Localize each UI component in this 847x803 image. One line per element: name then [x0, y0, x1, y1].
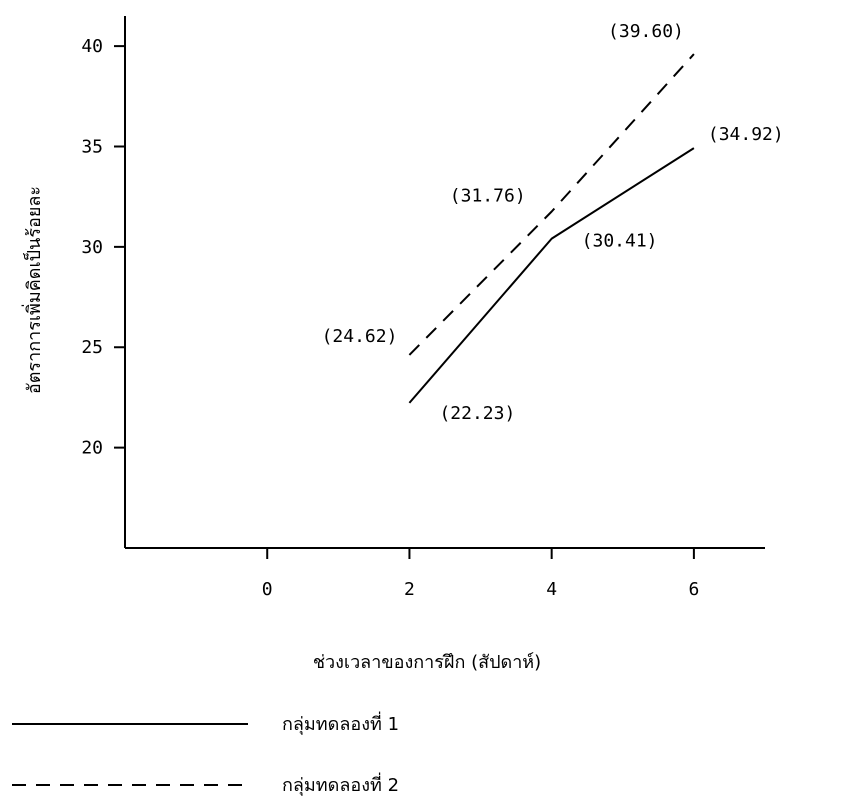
legend-label-series-1: กลุ่มทดลองที่ 1 — [282, 711, 399, 735]
x-tick-label: 2 — [404, 579, 415, 600]
x-axis-title: ช่วงเวลาของการฝึก (สัปดาห์) — [313, 652, 541, 673]
data-label: (22.23) — [439, 403, 515, 424]
x-tick-label: 6 — [688, 579, 699, 600]
y-tick-label: 30 — [81, 237, 103, 258]
data-label: (39.60) — [608, 21, 684, 42]
data-label: (24.62) — [322, 326, 398, 347]
series-layer — [408, 53, 695, 404]
y-axis-ticks: 20 25 30 35 40 — [81, 36, 125, 459]
y-axis-title: อัตราการเพิ่มคิดเป็นร้อยละ — [21, 186, 45, 394]
data-label: (30.41) — [582, 231, 658, 252]
legend: กลุ่มทดลองที่ 1 กลุ่มทดลองที่ 2 — [12, 711, 399, 796]
legend-label-series-2: กลุ่มทดลองที่ 2 — [282, 772, 399, 796]
y-tick-label: 40 — [81, 36, 103, 57]
data-labels: (22.23) (30.41) (34.92) (24.62) (31.76) (39.6… — [322, 21, 784, 424]
data-label: (31.76) — [450, 186, 526, 207]
y-tick-label: 20 — [81, 438, 103, 459]
x-tick-label: 4 — [546, 579, 557, 600]
x-tick-label: 0 — [262, 579, 273, 600]
data-label: (34.92) — [708, 124, 784, 145]
y-tick-label: 25 — [81, 337, 103, 358]
x-axis-ticks: 0 2 4 6 — [262, 548, 699, 600]
y-tick-label: 35 — [81, 136, 103, 157]
